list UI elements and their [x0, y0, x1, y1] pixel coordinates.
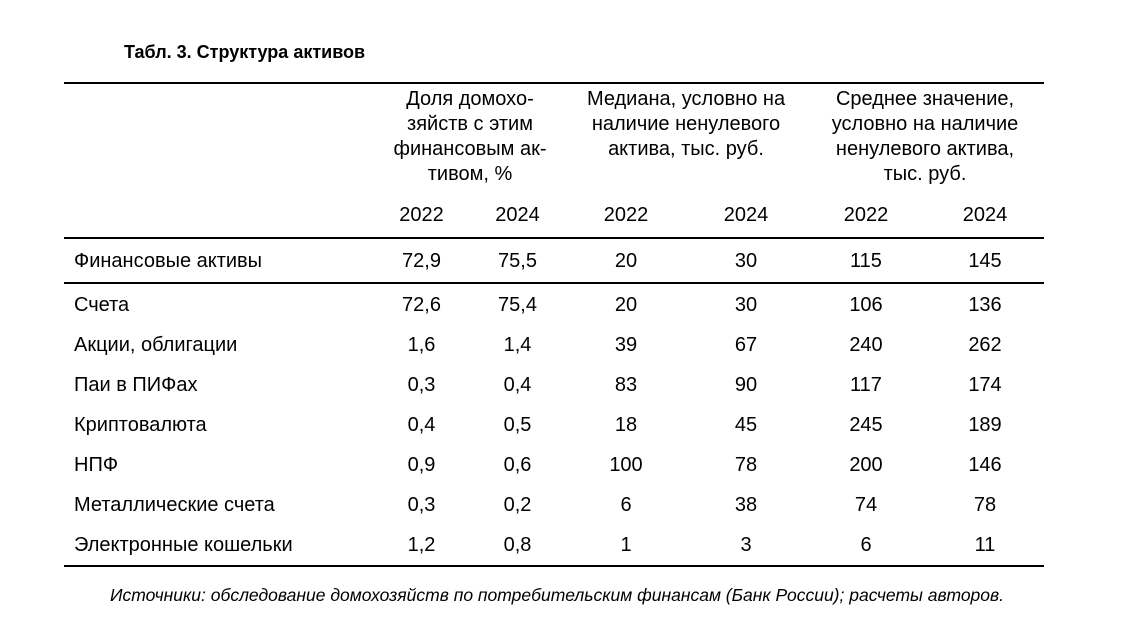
table-cell: 74	[854, 494, 878, 516]
row-label: Криптовалюта	[74, 414, 207, 436]
table-cell: 174	[968, 374, 1002, 396]
header-median: Медиана, условно на наличие ненулевого акт…	[566, 82, 806, 187]
table-row: Криптовалюта 0,4 0,5 18 45 245 189	[64, 405, 1044, 445]
table-cell: 1,6	[407, 334, 436, 356]
table-cell: 0,5	[503, 414, 532, 436]
table-cell: 11	[926, 525, 1044, 567]
table-cell: 0,4	[407, 414, 436, 436]
year-header: 2022	[566, 187, 686, 239]
table-cell: 245	[849, 414, 883, 436]
table-cell: 117	[850, 374, 882, 396]
table-cell: 240	[849, 334, 883, 356]
header-share: Доля домохо-зяйств с этим финансовым ак-т…	[374, 82, 566, 187]
row-label: Акции, облигации	[74, 334, 238, 356]
table-cell: 39	[614, 334, 638, 356]
header-mean: Среднее значение, условно на наличие ненул…	[806, 82, 1044, 187]
table-cell: 30	[734, 294, 758, 316]
table-row: Финансовые активы 72,9 75,5 20 30 115 14…	[64, 238, 1044, 284]
row-label: Паи в ПИФах	[74, 374, 198, 396]
source-note: Источники: обследование домохозяйств по …	[110, 585, 1005, 605]
table-cell: 0,3	[407, 494, 436, 516]
table-cell: 0,3	[407, 374, 436, 396]
header-empty	[64, 187, 374, 239]
table-cell: 75,5	[469, 238, 566, 284]
table-cell: 3	[686, 525, 806, 567]
table-cell: 100	[609, 454, 643, 476]
year-header: 2022	[374, 187, 469, 239]
table-cell: 136	[968, 294, 1002, 316]
table-cell: 20	[614, 294, 638, 316]
table-cell: 20	[566, 238, 686, 284]
table-row: Электронные кошельки 1,2 0,8 1 3 6 11	[64, 525, 1044, 567]
table-cell: 6	[806, 525, 926, 567]
table-cell: 72,9	[374, 238, 469, 284]
table-row: Счета 72,6 75,4 20 30 106 136	[64, 283, 1044, 325]
table-cell: 18	[614, 414, 638, 436]
year-header: 2024	[469, 187, 566, 239]
table-cell: 67	[734, 334, 758, 356]
year-header: 2022	[806, 187, 926, 239]
year-header: 2024	[926, 187, 1044, 239]
table-cell: 145	[926, 238, 1044, 284]
header-median-label: Медиана, условно на наличие ненулевого акт…	[586, 88, 786, 160]
table-cell: 189	[968, 414, 1002, 436]
table-cell: 1,4	[503, 334, 532, 356]
row-label: НПФ	[74, 454, 119, 476]
table-cell: 78	[734, 454, 758, 476]
header-mean-label: Среднее значение, условно на наличие ненул…	[831, 88, 1019, 185]
table-cell: 1,2	[374, 525, 469, 567]
header-share-label: Доля домохо-зяйств с этим финансовым ак-т…	[393, 88, 547, 185]
assets-table-container: Доля домохо-зяйств с этим финансовым ак-т…	[64, 82, 1044, 567]
table-cell: 0,8	[469, 525, 566, 567]
table-cell: 0,4	[503, 374, 532, 396]
table-cell: 106	[849, 294, 883, 316]
table-cell: 0,6	[503, 454, 532, 476]
table-title: Табл. 3. Структура активов	[124, 42, 366, 62]
table-cell: 72,6	[402, 294, 441, 316]
table-cell: 45	[734, 414, 758, 436]
table-cell: 0,2	[503, 494, 532, 516]
row-label: Металлические счета	[74, 494, 275, 516]
table-cell: 78	[973, 494, 997, 516]
assets-table: Доля домохо-зяйств с этим финансовым ак-т…	[64, 82, 1044, 567]
table-cell: 0,9	[407, 454, 436, 476]
table-row: Паи в ПИФах 0,3 0,4 83 90 117 174	[64, 365, 1044, 405]
table-cell: 1	[566, 525, 686, 567]
table-cell: 83	[614, 374, 638, 396]
table-row: Металлические счета 0,3 0,2 6 38 74 78	[64, 485, 1044, 525]
table-cell: 38	[734, 494, 758, 516]
table-cell: 75,4	[498, 294, 537, 316]
header-empty	[64, 82, 374, 187]
table-cell: 6	[620, 494, 632, 516]
table-cell: 90	[734, 374, 758, 396]
year-header: 2024	[686, 187, 806, 239]
table-row: Акции, облигации 1,6 1,4 39 67 240 262	[64, 325, 1044, 365]
row-label: Электронные кошельки	[64, 525, 374, 567]
table-cell: 262	[968, 334, 1002, 356]
table-row: НПФ 0,9 0,6 100 78 200 146	[64, 445, 1044, 485]
table-cell: 30	[686, 238, 806, 284]
row-label: Счета	[74, 294, 130, 316]
table-cell: 200	[849, 454, 883, 476]
table-cell: 115	[806, 238, 926, 284]
row-label: Финансовые активы	[64, 238, 374, 284]
table-cell: 146	[968, 454, 1002, 476]
